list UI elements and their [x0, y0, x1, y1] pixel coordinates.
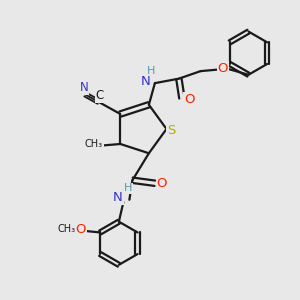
Text: O: O [156, 177, 167, 190]
Text: N: N [113, 191, 123, 204]
Text: O: O [75, 223, 86, 236]
Text: H: H [147, 65, 155, 76]
Text: O: O [184, 93, 195, 106]
Text: N: N [141, 75, 151, 88]
Text: H: H [124, 183, 132, 194]
Text: N: N [80, 81, 88, 94]
Text: CH₃: CH₃ [58, 224, 76, 235]
Text: S: S [167, 124, 175, 137]
Text: C: C [95, 89, 103, 102]
Text: O: O [218, 61, 228, 75]
Text: CH₃: CH₃ [85, 139, 103, 149]
